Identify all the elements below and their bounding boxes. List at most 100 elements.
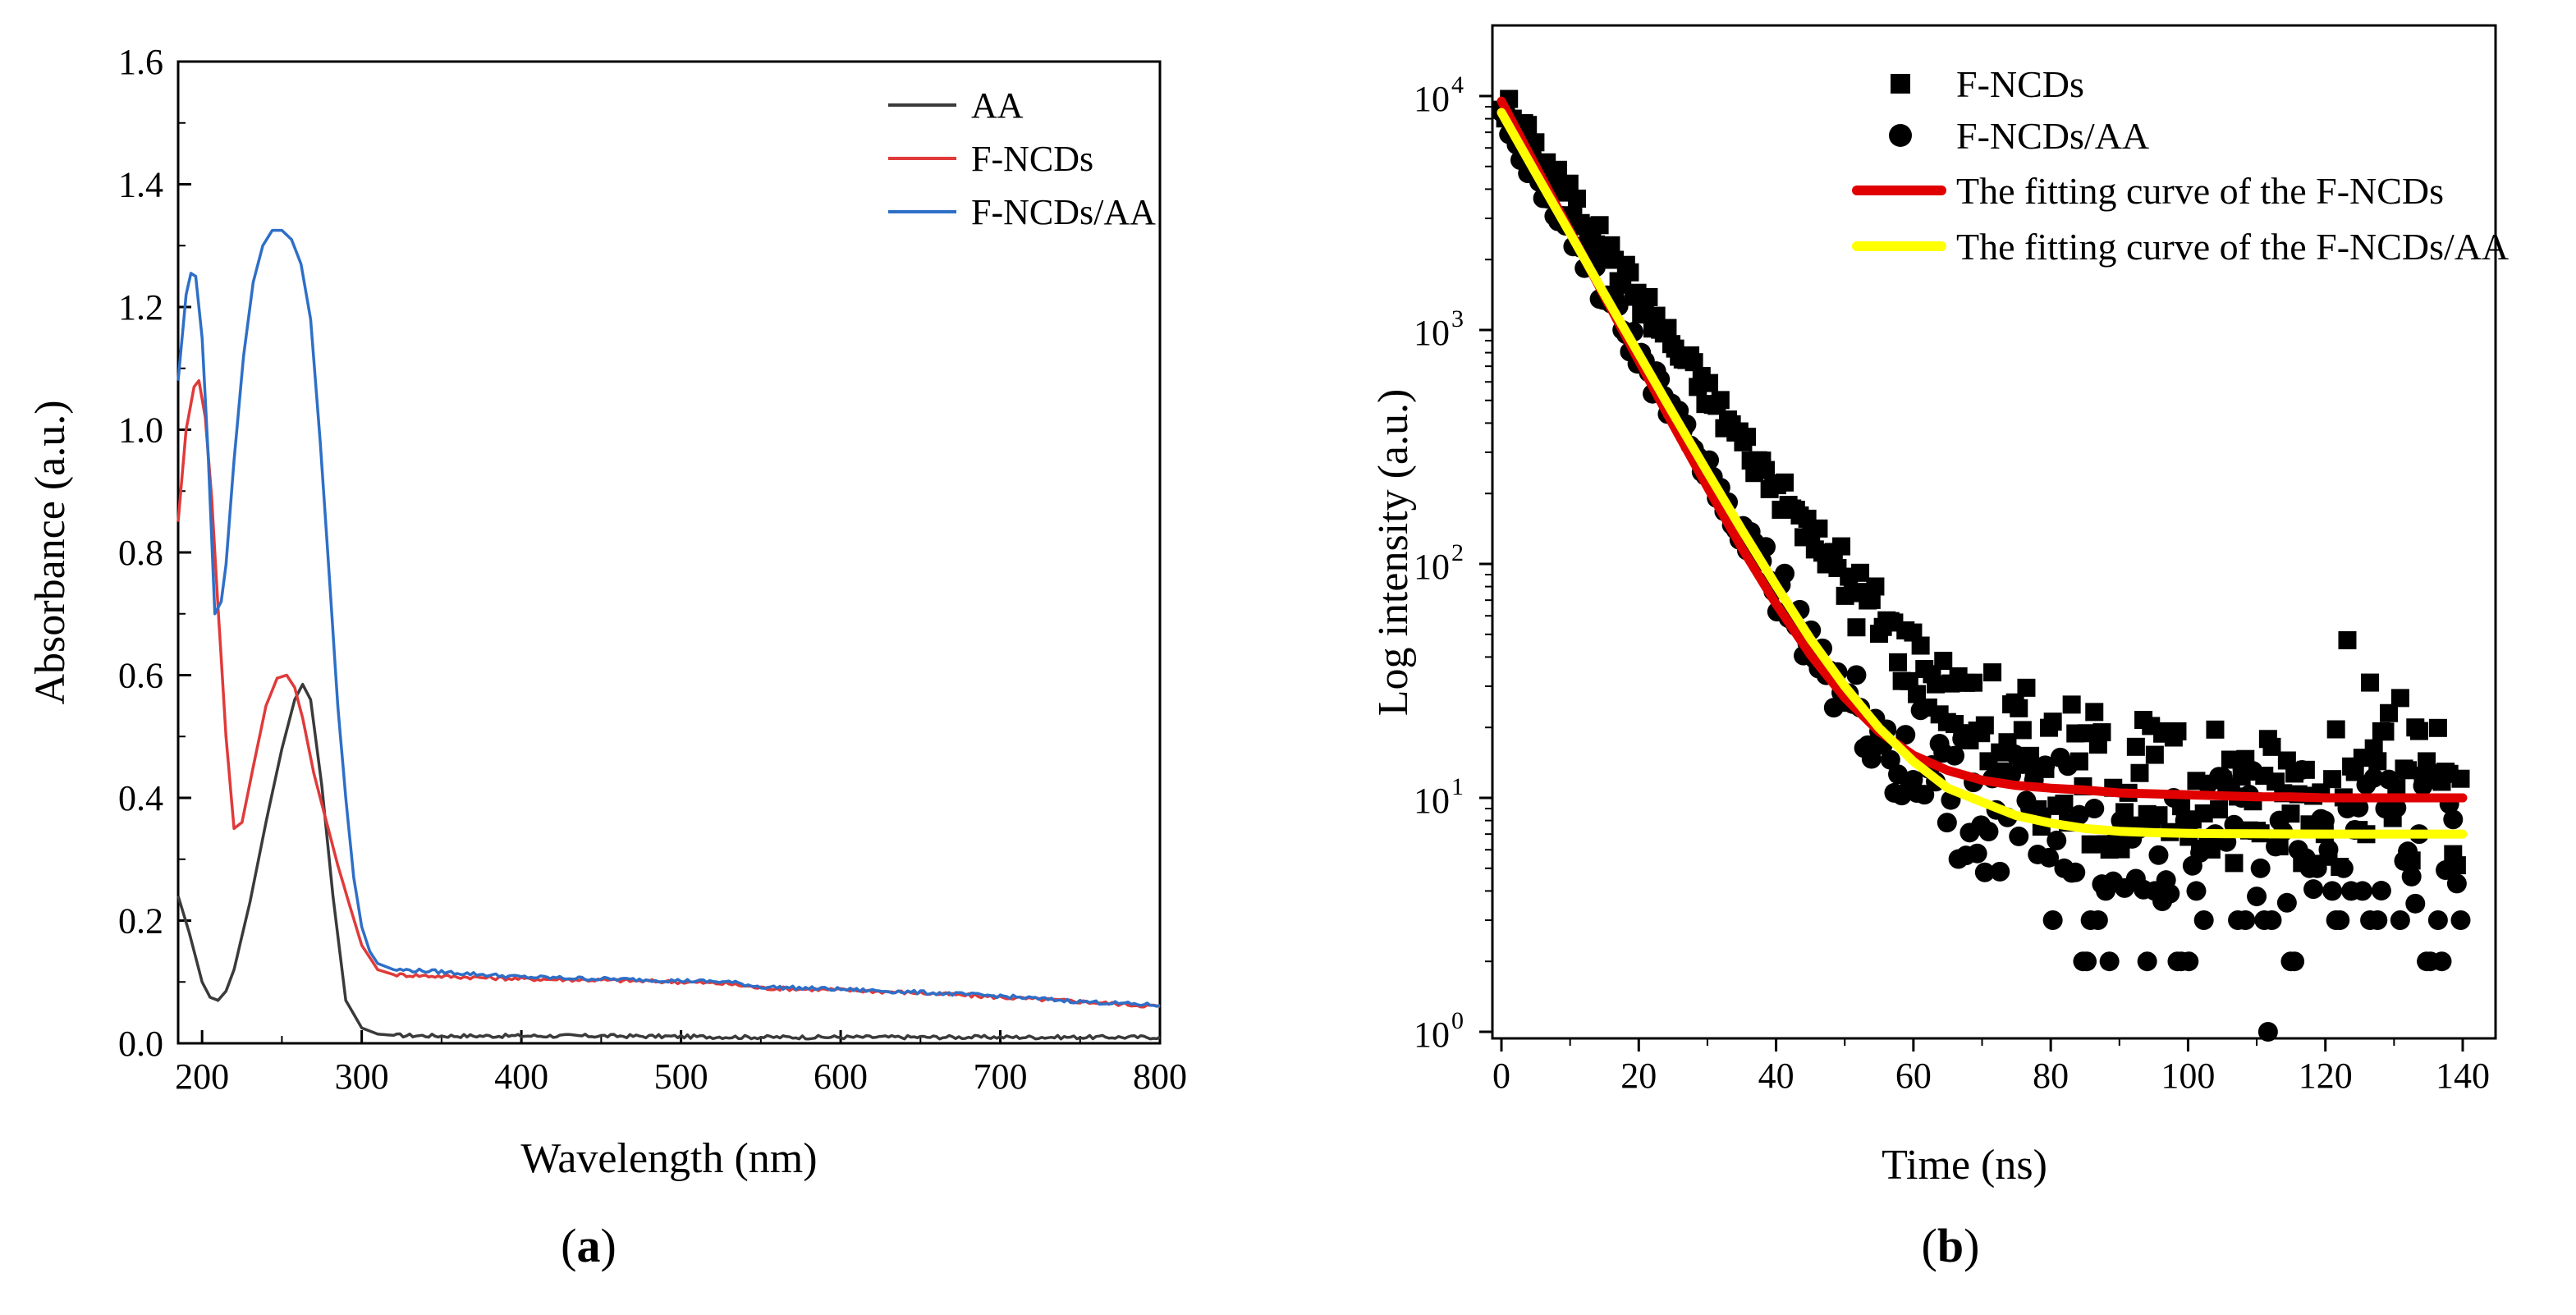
panel-a-x-tick-label: 600 [814,1056,868,1097]
panel-b-point-circle [2262,910,2282,931]
panel-b-point-circle [1945,745,1965,766]
panel-b-y-tick-exponent: 1 [1451,773,1464,800]
panel-b-point-circle [2266,836,2286,857]
panel-a-series-line-f-ncds [176,378,1161,1009]
panel-b-x-tick-label: 100 [2161,1056,2215,1096]
panel-b-point-circle [2186,881,2207,901]
panel-b-point-square [2013,721,2032,740]
panel-b-point-circle [2450,910,2471,931]
panel-a-x-tick-label: 300 [335,1056,389,1097]
panel-b-point-square [2390,689,2409,708]
panel-a-xlabel: Wavelength (nm) [520,1135,817,1182]
panel-b-point-square [1776,473,1794,492]
panel-b-point-square [2130,763,2149,782]
panel-b-point-circle [2318,840,2339,860]
panel-b-point-circle [1952,729,1973,749]
panel-b-point-square [2092,723,2111,742]
panel-b-point-circle [1861,749,1882,769]
panel-b-point-circle [2432,951,2452,972]
panel-b-point-circle [2427,910,2448,931]
panel-b-point-circle [2371,881,2391,901]
panel-b-point-square [2451,769,2470,788]
panel-b-y-tick-exponent: 3 [1451,305,1464,332]
panel-a-series-line-aa [176,682,1161,1041]
panel-b-point-square [2194,804,2213,822]
panel-b-point-circle [2367,910,2388,931]
panel-a-series [176,228,1161,1041]
panel-b-point-circle [2303,879,2324,900]
panel-b-fit-line-the-fitting-curve-of-the-f-ncds [1497,96,2468,803]
panel-b-point-square [1738,428,1757,447]
panel-b-point-circle [2160,883,2180,904]
panel-b-point-circle [2137,951,2157,972]
panel-b-point-square [2326,720,2345,739]
panel-b-point-square [2055,795,2074,813]
panel-b-point-square [1975,716,1994,735]
panel-b-point-square [2345,763,2364,781]
panel-b-point-square [2062,695,2081,714]
panel-b-point-circle [2257,1022,2278,1042]
panel-b-point-square [2017,678,2036,697]
panel-b-point-square [2168,722,2187,740]
panel-b-legend-circle-marker [1889,124,1912,147]
panel-a-x-tick-label: 700 [974,1056,1028,1097]
panel-b-x-tick-label: 60 [1895,1056,1932,1096]
panel-b-point-circle [2250,858,2271,878]
panel-b-point-square [1639,287,1658,306]
panel-b-legend: F-NCDs F-NCDs/AA The fitting curve of the … [1852,63,2509,268]
panel-b-point-circle [2069,804,2089,825]
panel-a-y-tick-label: 0.8 [118,533,163,573]
panel-b-point-square [1927,675,1946,694]
panel-b-point-circle [2088,910,2108,931]
panel-a-x-tick-label: 800 [1133,1056,1187,1097]
panel-b-point-square [2210,800,2229,819]
panel-b-legend-label: The fitting curve of the F-NCDs/AA [1956,226,2509,268]
panel-b-point-circle [2099,951,2120,972]
panel-b-point-circle [2190,842,2211,863]
panel-b-point-square [1549,160,1568,179]
panel-b-point-square [2043,712,2062,731]
panel-b-series [1492,89,2471,1042]
panel-b-point-circle [1888,764,1909,785]
panel-b-legend-square-marker [1891,74,1910,94]
panel-b-point-circle [2047,830,2067,850]
panel-b-point-square [2126,737,2145,756]
panel-b-point-circle [2390,910,2410,931]
panel-b-point-circle [2276,892,2297,913]
panel-a-y-tick-label: 0.0 [118,1024,163,1064]
panel-b-x-tick-label: 40 [1758,1056,1794,1096]
panel-b-point-circle [1990,861,2010,882]
panel-b-y-tick-label: 10 [1414,1015,1450,1055]
panel-b-point-square [1700,373,1719,392]
panel-a-x-tick-label: 200 [175,1056,229,1097]
panel-b-point-square [2262,737,2281,756]
panel-b-point-circle [2307,858,2327,878]
panel-b-point-square [2399,761,2418,780]
panel-b-point-square [1851,563,1870,582]
panel-b-point-circle [2039,847,2060,868]
panel-b-y-tick-label: 10 [1414,781,1450,821]
panel-b-point-circle [2405,893,2426,914]
panel-b-point-circle [1967,843,1987,864]
panel-a-y-tick-label: 1.4 [118,165,163,205]
panel-b-xlabel: Time (ns) [1882,1142,2047,1189]
panel-a-ticks: 200 300 400 500 600 700 800 0.0 0.2 0.4 0.6 0.8 1.0 1… [118,42,1187,1097]
panel-b-y-tick-exponent: 2 [1451,539,1464,566]
panel-b-point-circle [2084,799,2105,819]
panel-b-point-circle [2379,769,2400,790]
panel-b-legend-label: F-NCDs [1956,63,2084,105]
panel-b-point-circle [2065,862,2086,882]
panel-b-point-circle [1880,749,1900,770]
panel-b-point-square [1658,318,1677,337]
panel-a-y-tick-label: 1.6 [118,42,163,82]
panel-b-point-square [1560,174,1579,193]
panel-b-point-circle [2349,797,2369,818]
panel-b-point-circle [2148,845,2169,865]
panel-b-y-tick-label: 10 [1414,547,1450,587]
panel-a-absorbance-chart: 200 300 400 500 600 700 800 0.0 0.2 0.4 0.6 0.8 1.0 1… [27,42,1187,1272]
panel-b-point-circle [2193,910,2214,931]
panel-b-point-circle [2424,769,2445,790]
panel-b-x-tick-label: 140 [2436,1056,2490,1096]
